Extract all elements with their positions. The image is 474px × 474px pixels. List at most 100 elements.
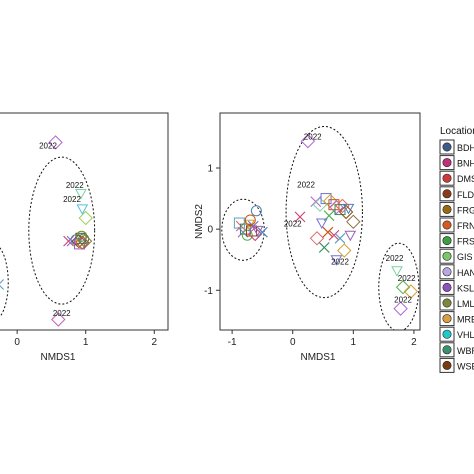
- legend-item: FRS: [439, 233, 474, 249]
- x-tick-label: 1: [351, 337, 357, 348]
- data-point: [393, 301, 408, 316]
- data-point: [257, 226, 268, 238]
- data-point: [315, 218, 328, 230]
- legend-item: FLD: [439, 186, 474, 202]
- legend-swatch: [442, 204, 452, 214]
- legend-label: WBRI: [457, 346, 474, 356]
- legend-item: DMSI: [439, 170, 474, 186]
- legend: Location BDHI BNHI DMSI FLD FRGI FRN FRS GIS HAN…: [439, 126, 474, 373]
- x-tick-label: 0: [290, 337, 296, 348]
- legend-item: KSL: [439, 279, 474, 295]
- x-tick-label: 2: [152, 337, 158, 348]
- y-tick-label: 0: [207, 225, 213, 236]
- legend-swatch: [442, 282, 452, 292]
- legend-item: LML: [439, 295, 474, 311]
- point-annotation: 2022: [284, 220, 302, 229]
- legend-item: FRGI: [439, 201, 474, 217]
- legend-swatch: [442, 345, 452, 355]
- legend-swatch: [442, 298, 452, 308]
- plot-area: 2022 2022 2022 2022 2022 2022 2022: [221, 125, 420, 330]
- point-annotation: 2022: [398, 274, 416, 283]
- legend-title: Location: [440, 126, 474, 137]
- legend-swatch: [442, 251, 452, 261]
- x-tick-label: 0: [14, 337, 20, 348]
- data-point: [342, 203, 355, 215]
- data-point: [0, 279, 5, 290]
- legend-label: BNHI: [457, 159, 474, 169]
- data-point: [328, 229, 340, 241]
- data-point: [251, 225, 264, 237]
- data-point: [233, 217, 245, 229]
- data-point: [322, 226, 334, 238]
- legend-label: VHL: [457, 330, 474, 340]
- data-point: [395, 280, 411, 295]
- legend-label: WSBI: [457, 361, 474, 371]
- data-point: [346, 214, 361, 230]
- point-annotation: 2022: [39, 142, 57, 151]
- legend-label: LML: [457, 299, 474, 309]
- legend-items: BDHI BNHI DMSI FLD FRGI FRN FRS GIS HANI KSL LML MR…: [439, 139, 474, 373]
- data-point: [250, 205, 262, 217]
- legend-label: KSL: [457, 283, 474, 293]
- left-chart-panel: 20222022202212022012NMDS1: [0, 112, 169, 363]
- right-chart-panel: 2022 2022 2022 2022 2022 2022 2022 -1 0 1 2 -1 0 1 NMD…: [194, 112, 421, 363]
- data-point: [403, 284, 419, 299]
- point-annotation: 2022: [386, 254, 404, 263]
- x-axis-title: NMDS1: [300, 352, 335, 363]
- point-annotation: 2022: [394, 295, 412, 304]
- legend-item: BDHI: [439, 139, 474, 155]
- data-point: [337, 243, 352, 258]
- data-point: [78, 210, 93, 226]
- data-point: [51, 312, 66, 327]
- legend-swatch: [442, 189, 452, 199]
- data-point: [300, 133, 316, 149]
- data-point: [309, 231, 325, 246]
- data-point: [391, 266, 403, 277]
- legend-swatch: [442, 173, 452, 183]
- legend-item: VHL: [439, 326, 474, 342]
- legend-label: FRS: [457, 237, 474, 247]
- legend-label: MRBI: [457, 315, 474, 325]
- x-tick-label: -1: [228, 337, 237, 348]
- legend-item: MRBI: [439, 311, 474, 327]
- legend-label: FLD: [457, 190, 474, 200]
- data-point: [76, 230, 88, 242]
- legend-item: GIS: [439, 248, 473, 264]
- point-annotation: 2022: [304, 132, 322, 141]
- confidence-ellipse: [378, 242, 420, 330]
- data-point: [310, 196, 322, 208]
- legend-swatch: [442, 360, 452, 370]
- point-annotation: 2022: [331, 258, 349, 267]
- legend-swatch: [442, 220, 452, 230]
- legend-swatch: [442, 329, 452, 339]
- data-point: [77, 233, 93, 249]
- data-point: [330, 255, 343, 266]
- point-annotation: 2022: [297, 181, 315, 190]
- legend-label: DMSI: [457, 174, 474, 184]
- data-point: [335, 198, 350, 214]
- legend-label: HANI: [457, 268, 474, 278]
- confidence-ellipse: [0, 247, 9, 318]
- legend-swatch: [442, 236, 452, 246]
- x-tick-label: 2: [411, 337, 417, 348]
- plot-frame: [219, 112, 421, 331]
- data-point: [312, 197, 328, 212]
- confidence-ellipse: [285, 125, 363, 299]
- data-point: [318, 242, 330, 253]
- data-point: [334, 232, 346, 244]
- legend-item: FRN: [439, 217, 474, 233]
- data-point: [344, 230, 357, 242]
- data-point: [76, 204, 89, 215]
- point-annotation: 2022: [66, 181, 84, 190]
- legend-item: WSBI: [439, 357, 474, 373]
- data-point: [246, 225, 258, 237]
- point-annotation: 2022: [53, 309, 71, 318]
- y-tick-label: -1: [204, 286, 213, 297]
- legend-swatch: [442, 267, 452, 277]
- data-point: [294, 211, 306, 223]
- legend-label: BDHI: [457, 143, 474, 153]
- plot-area: 20222022202212022: [0, 135, 96, 327]
- legend-swatch: [442, 314, 452, 324]
- point-annotation: 2022: [63, 195, 81, 204]
- data-point: [48, 135, 63, 150]
